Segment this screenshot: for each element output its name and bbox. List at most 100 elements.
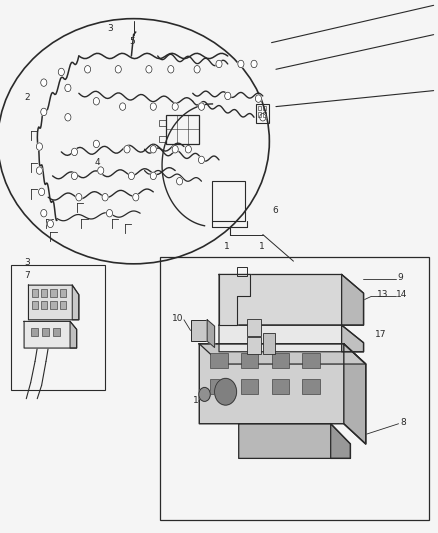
Text: 13: 13 <box>377 290 388 298</box>
Bar <box>50 301 57 309</box>
Bar <box>241 353 258 368</box>
Bar <box>31 328 38 336</box>
Circle shape <box>58 68 64 76</box>
Bar <box>302 353 320 368</box>
Circle shape <box>168 66 174 73</box>
Circle shape <box>128 172 134 180</box>
Text: 9: 9 <box>398 273 403 281</box>
Bar <box>210 353 228 368</box>
Text: 7: 7 <box>24 271 30 279</box>
Bar <box>256 104 269 123</box>
Text: 16: 16 <box>333 330 344 339</box>
Polygon shape <box>239 424 350 458</box>
Polygon shape <box>219 325 364 352</box>
Polygon shape <box>344 344 366 444</box>
Text: 15: 15 <box>333 316 344 324</box>
Bar <box>160 257 429 520</box>
Text: 10: 10 <box>172 314 184 322</box>
Text: 11: 11 <box>279 306 291 314</box>
Bar <box>53 328 60 336</box>
Circle shape <box>85 66 91 73</box>
Bar <box>191 320 207 341</box>
Bar <box>302 379 320 394</box>
Polygon shape <box>199 344 366 444</box>
Bar <box>272 379 289 394</box>
Bar <box>263 106 266 110</box>
Text: 3: 3 <box>24 258 30 266</box>
Circle shape <box>198 103 205 110</box>
Bar <box>272 353 289 368</box>
Bar <box>166 115 199 144</box>
Bar <box>258 112 261 117</box>
Bar <box>237 266 247 276</box>
Bar <box>258 106 261 110</box>
Bar <box>60 289 66 297</box>
Circle shape <box>65 84 71 92</box>
Circle shape <box>255 95 261 102</box>
Bar <box>41 289 47 297</box>
Text: 8: 8 <box>400 418 406 426</box>
Polygon shape <box>342 274 364 325</box>
Circle shape <box>41 79 47 86</box>
Bar <box>50 289 57 297</box>
Polygon shape <box>72 285 79 320</box>
Bar <box>247 337 261 354</box>
Bar <box>32 301 38 309</box>
Bar <box>42 328 49 336</box>
Circle shape <box>47 220 53 228</box>
Circle shape <box>39 188 45 196</box>
Text: 13: 13 <box>329 293 341 302</box>
Circle shape <box>71 172 78 180</box>
Bar <box>32 289 38 297</box>
Bar <box>263 112 266 117</box>
Polygon shape <box>342 325 364 352</box>
Circle shape <box>76 193 82 201</box>
Polygon shape <box>24 321 77 348</box>
Bar <box>41 301 47 309</box>
Bar <box>263 333 275 354</box>
Circle shape <box>102 193 108 201</box>
Circle shape <box>172 103 178 110</box>
Bar <box>60 301 66 309</box>
Text: 1: 1 <box>259 242 265 251</box>
Circle shape <box>225 92 231 100</box>
Circle shape <box>133 193 139 201</box>
Polygon shape <box>207 320 215 348</box>
Polygon shape <box>331 424 350 458</box>
Circle shape <box>146 66 152 73</box>
Circle shape <box>216 60 222 68</box>
Circle shape <box>65 114 71 121</box>
Circle shape <box>198 156 205 164</box>
Bar <box>210 379 228 394</box>
Bar <box>159 120 166 126</box>
Text: 12: 12 <box>309 296 320 304</box>
Circle shape <box>150 172 156 180</box>
Circle shape <box>185 146 191 153</box>
Polygon shape <box>28 285 79 320</box>
Polygon shape <box>199 344 366 364</box>
Bar <box>241 379 258 394</box>
Bar <box>159 136 166 142</box>
Circle shape <box>260 114 266 121</box>
Circle shape <box>177 177 183 185</box>
Circle shape <box>93 140 99 148</box>
Text: 18: 18 <box>193 397 204 405</box>
Circle shape <box>106 209 113 217</box>
Text: 2: 2 <box>24 93 30 102</box>
Circle shape <box>120 103 126 110</box>
Circle shape <box>93 98 99 105</box>
Circle shape <box>172 146 178 153</box>
Circle shape <box>41 209 47 217</box>
Text: 1: 1 <box>224 242 230 251</box>
Polygon shape <box>219 274 250 325</box>
Text: 4: 4 <box>94 158 100 167</box>
Text: 3: 3 <box>107 24 113 33</box>
Circle shape <box>215 378 237 405</box>
Text: 5: 5 <box>129 37 135 45</box>
Bar <box>11 265 105 390</box>
Polygon shape <box>70 321 77 348</box>
Circle shape <box>98 167 104 174</box>
Text: 6: 6 <box>273 206 279 215</box>
Circle shape <box>36 143 42 150</box>
Circle shape <box>36 167 42 174</box>
